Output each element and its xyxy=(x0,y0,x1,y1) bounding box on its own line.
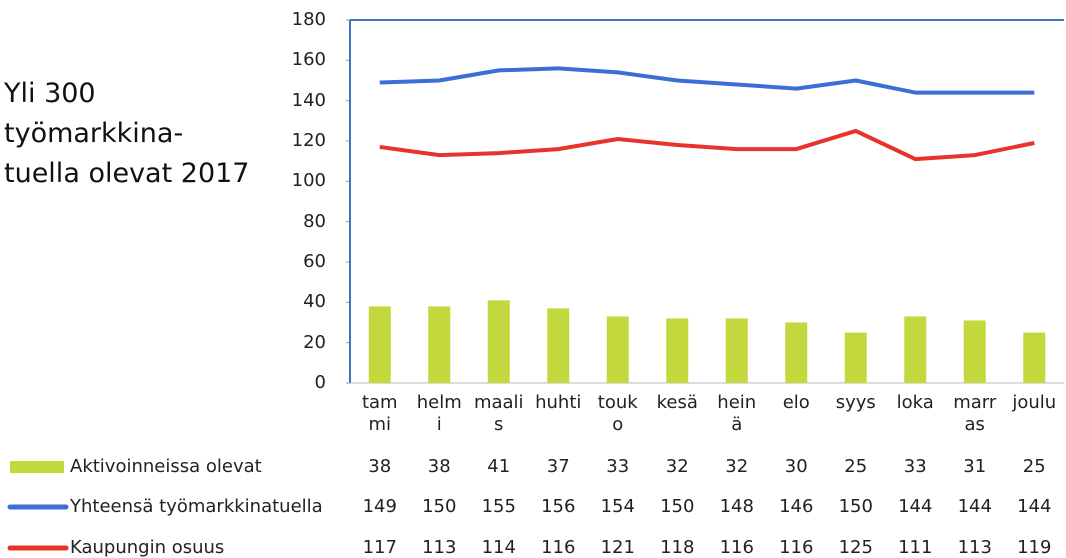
table-value: 31 xyxy=(963,456,987,477)
table-value: 156 xyxy=(541,496,576,517)
bar xyxy=(487,300,510,383)
table-value: 38 xyxy=(427,456,451,477)
legend-label: Aktivoinneissa olevat xyxy=(70,456,262,477)
table-value: 144 xyxy=(898,496,933,517)
bar xyxy=(368,306,391,383)
table-value: 38 xyxy=(368,456,392,477)
y-tick-label: 80 xyxy=(303,210,326,232)
table-value: 113 xyxy=(957,537,992,558)
table-value: 150 xyxy=(660,496,695,517)
chart-title: Yli 300 työmarkkina- tuella olevat 2017 xyxy=(4,78,250,189)
y-tick-label: 100 xyxy=(291,170,326,192)
table-value: 113 xyxy=(422,537,457,558)
legend-swatch xyxy=(10,461,64,473)
table-value: 25 xyxy=(1022,456,1046,477)
legend-label: Yhteensä työmarkkinatuella xyxy=(70,496,323,517)
x-tick-label: joulu xyxy=(1012,392,1057,413)
table-value: 155 xyxy=(481,496,516,517)
table-value: 33 xyxy=(606,456,630,477)
line xyxy=(379,66,1035,95)
table-value: 37 xyxy=(546,456,570,477)
x-tick-label: marr as xyxy=(953,392,997,435)
x-tick-label: huhti xyxy=(535,392,582,413)
table-value: 150 xyxy=(838,496,873,517)
bar xyxy=(1023,332,1046,383)
bar xyxy=(963,320,986,383)
table-value: 148 xyxy=(719,496,754,517)
table-value: 117 xyxy=(362,537,397,558)
table-value: 116 xyxy=(779,537,814,558)
table-value: 114 xyxy=(481,537,516,558)
line xyxy=(379,128,1035,162)
x-tick-label: maali s xyxy=(473,392,524,435)
table-value: 41 xyxy=(487,456,511,477)
y-tick-label: 0 xyxy=(314,372,326,393)
x-tick-label: kesä xyxy=(656,392,698,413)
bar xyxy=(428,306,451,383)
x-tick-label: touk o xyxy=(597,392,638,435)
table-value: 149 xyxy=(362,496,397,517)
table-value: 118 xyxy=(660,537,695,558)
y-tick-label: 40 xyxy=(303,291,326,313)
table-value: 32 xyxy=(665,456,689,477)
x-tick-label: elo xyxy=(782,392,810,413)
table-value: 32 xyxy=(725,456,749,477)
y-tick-label: 60 xyxy=(303,251,326,272)
x-tick-label: syys xyxy=(835,392,876,413)
x-tick-label: loka xyxy=(896,392,934,413)
y-tick-label: 140 xyxy=(291,89,326,111)
bar xyxy=(844,332,867,383)
table-value: 154 xyxy=(600,496,635,517)
y-tick-label: 20 xyxy=(303,331,326,353)
bar xyxy=(547,308,570,383)
table-value: 30 xyxy=(784,456,808,477)
table-value: 144 xyxy=(1017,496,1052,517)
table-value: 119 xyxy=(1017,537,1052,558)
table-value: 33 xyxy=(903,456,927,477)
table-value: 144 xyxy=(957,496,992,517)
table-value: 121 xyxy=(600,537,635,558)
table-value: 116 xyxy=(541,537,576,558)
x-tick-label: hein ä xyxy=(717,392,757,435)
legend-label: Kaupungin osuus xyxy=(70,537,225,558)
table-value: 25 xyxy=(844,456,868,477)
bar xyxy=(606,316,629,383)
bar xyxy=(666,318,689,383)
bar xyxy=(904,316,927,383)
table-value: 111 xyxy=(898,537,933,558)
bar xyxy=(725,318,748,383)
table-value: 125 xyxy=(838,537,873,558)
bar xyxy=(785,322,808,383)
table-value: 146 xyxy=(779,496,814,517)
y-tick-label: 120 xyxy=(291,130,326,151)
y-tick-label: 160 xyxy=(291,49,326,71)
table-value: 150 xyxy=(422,496,457,517)
x-tick-label: helm i xyxy=(416,392,462,435)
table-value: 116 xyxy=(719,537,754,558)
x-tick-label: tam mi xyxy=(361,392,398,435)
y-tick-label: 180 xyxy=(291,9,326,30)
